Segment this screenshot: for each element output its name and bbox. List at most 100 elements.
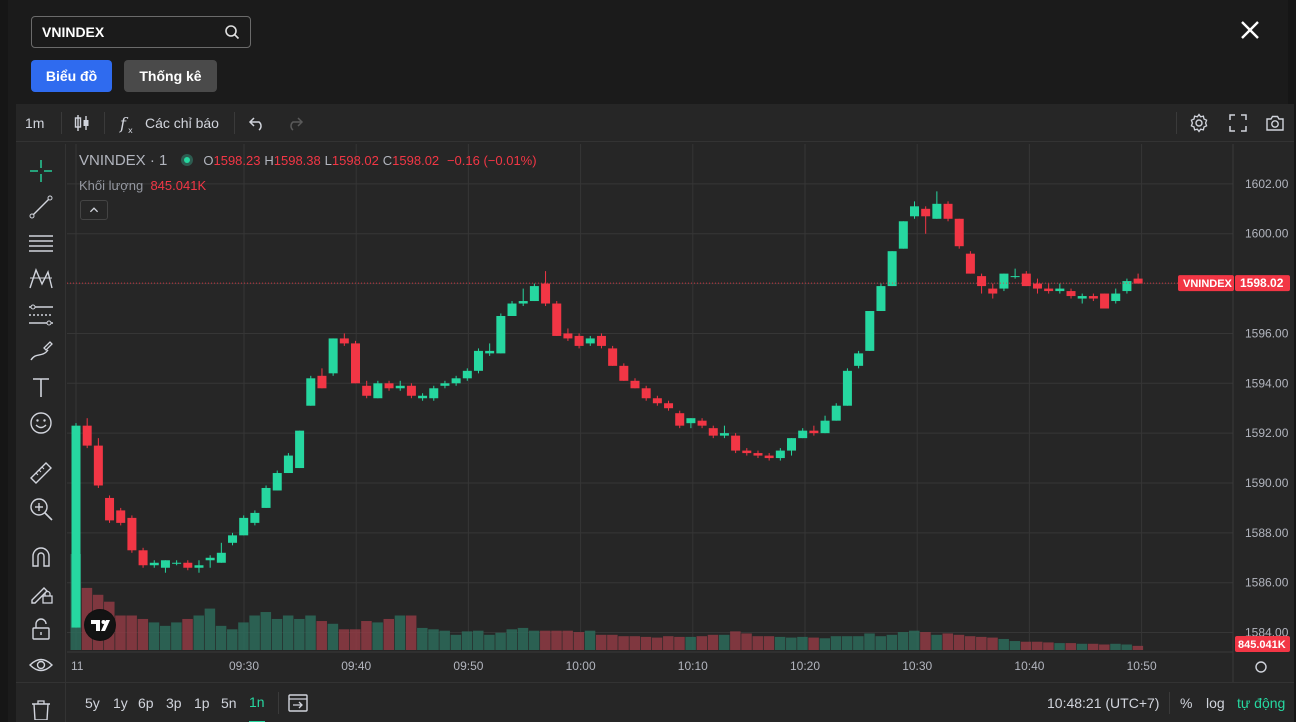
tradingview-logo[interactable] <box>84 609 116 641</box>
volume-bar <box>964 636 976 650</box>
last-symbol-label: VNINDEX <box>1183 278 1233 290</box>
search-icon[interactable] <box>224 24 240 40</box>
toolbar-separator <box>61 112 62 134</box>
eye-icon[interactable] <box>28 652 54 678</box>
price-tick-label: 1592.00 <box>1245 426 1289 440</box>
low-value: 1598.02 <box>331 153 379 168</box>
brush-icon[interactable] <box>28 338 54 364</box>
candle-body <box>820 420 830 434</box>
volume-bar <box>763 636 775 650</box>
candle-body <box>775 450 785 459</box>
high-value: 1598.38 <box>273 153 321 168</box>
range-1p[interactable]: 1p <box>194 695 210 711</box>
candle-body <box>719 433 729 436</box>
candle-body <box>216 552 226 563</box>
range-1y[interactable]: 1y <box>113 695 128 711</box>
lock-drawing-icon[interactable] <box>28 580 54 606</box>
redo-icon[interactable] <box>286 115 304 131</box>
candle-body <box>854 353 864 366</box>
horizontal-lines-icon[interactable] <box>28 230 54 256</box>
magnet-icon[interactable] <box>28 544 54 570</box>
volume-bar <box>853 636 864 650</box>
time-tick-label: 09:50 <box>453 659 483 673</box>
symbol-search[interactable] <box>31 16 251 48</box>
candle-body <box>932 203 942 219</box>
volume-bar <box>696 636 708 650</box>
time-tick-label: 09:30 <box>229 659 259 673</box>
price-tick-label: 1600.00 <box>1245 227 1289 241</box>
high-key: H <box>264 153 274 168</box>
volume-bar <box>786 637 797 650</box>
volume-bar <box>953 634 965 650</box>
candle-body <box>630 380 640 389</box>
crosshair-icon[interactable] <box>28 158 54 184</box>
time-tick-label: 10:40 <box>1014 659 1044 673</box>
volume-bar <box>439 630 450 650</box>
text-tool-icon[interactable] <box>28 374 54 400</box>
drawing-toolbar <box>16 144 66 722</box>
interval-button[interactable]: 1m <box>25 115 45 131</box>
volume-bar <box>976 636 987 650</box>
candle-body <box>943 203 953 219</box>
toolbar-separator <box>234 112 235 134</box>
chart-plot[interactable]: 1602.001600.001598.001596.001594.001592.… <box>16 104 1294 722</box>
ruler-icon[interactable] <box>28 460 54 486</box>
range-1n[interactable]: 1n <box>249 683 265 722</box>
range-3p[interactable]: 3p <box>166 695 182 711</box>
tab-statistics[interactable]: Thống kê <box>124 60 217 92</box>
volume-bar <box>294 618 305 650</box>
range-5n[interactable]: 5n <box>221 695 237 711</box>
trash-icon[interactable] <box>28 700 54 720</box>
fullscreen-icon[interactable] <box>1229 114 1247 132</box>
candle-body <box>552 303 562 336</box>
range-6p[interactable]: 6p <box>138 695 154 711</box>
candle-body <box>529 286 539 302</box>
pattern-icon[interactable] <box>28 266 54 292</box>
candle-body <box>93 445 103 486</box>
last-price-badge <box>1235 275 1290 292</box>
percent-toggle[interactable]: % <box>1180 695 1193 711</box>
unlock-icon[interactable] <box>28 616 54 642</box>
search-input[interactable] <box>42 17 212 47</box>
emoji-icon[interactable] <box>28 410 54 436</box>
volume-bar <box>472 630 484 650</box>
range-5y[interactable]: 5y <box>85 695 100 711</box>
volume-bar <box>528 630 540 650</box>
volume-bar <box>551 630 562 650</box>
volume-bar <box>942 633 954 650</box>
market-status-icon[interactable] <box>181 154 194 166</box>
settings-icon[interactable] <box>1189 113 1209 133</box>
last-symbol-badge <box>1178 275 1234 292</box>
auto-scale-toggle[interactable]: tự động <box>1237 695 1286 711</box>
price-tick-label: 1594.00 <box>1245 376 1289 390</box>
candle-body <box>485 350 495 354</box>
close-icon[interactable] <box>1238 18 1262 42</box>
date-range-icon[interactable] <box>287 693 309 713</box>
time-tick-label: 10:00 <box>566 659 596 673</box>
candle-body <box>708 428 718 436</box>
candle-body <box>697 420 707 426</box>
collapse-legend-icon[interactable] <box>80 200 108 220</box>
volume-label: Khối lượng <box>79 178 144 193</box>
price-scale-settings-icon[interactable] <box>1255 661 1267 673</box>
last-volume-label: 845.041K <box>1238 639 1286 651</box>
candle-body <box>172 562 182 564</box>
camera-icon[interactable] <box>1265 114 1285 132</box>
ohlc-legend: VNINDEX · 1 O1598.23 H1598.38 L1598.02 C1… <box>79 152 537 169</box>
indicators-button[interactable]: Các chỉ báo <box>145 115 219 131</box>
fib-retracement-icon[interactable] <box>28 302 54 328</box>
svg-text:f: f <box>119 114 129 133</box>
clock-timezone[interactable]: 10:48:21 (UTC+7) <box>1047 695 1160 711</box>
tab-chart[interactable]: Biểu đồ <box>31 60 112 92</box>
zoom-in-icon[interactable] <box>28 496 54 522</box>
log-toggle[interactable]: log <box>1206 695 1225 711</box>
candle-body <box>462 370 472 379</box>
volume-bar <box>595 634 607 650</box>
volume-bar <box>182 618 193 650</box>
undo-icon[interactable] <box>248 115 266 131</box>
volume-bar <box>115 615 126 650</box>
candle-type-icon[interactable] <box>74 114 90 132</box>
trend-line-icon[interactable] <box>28 194 54 220</box>
